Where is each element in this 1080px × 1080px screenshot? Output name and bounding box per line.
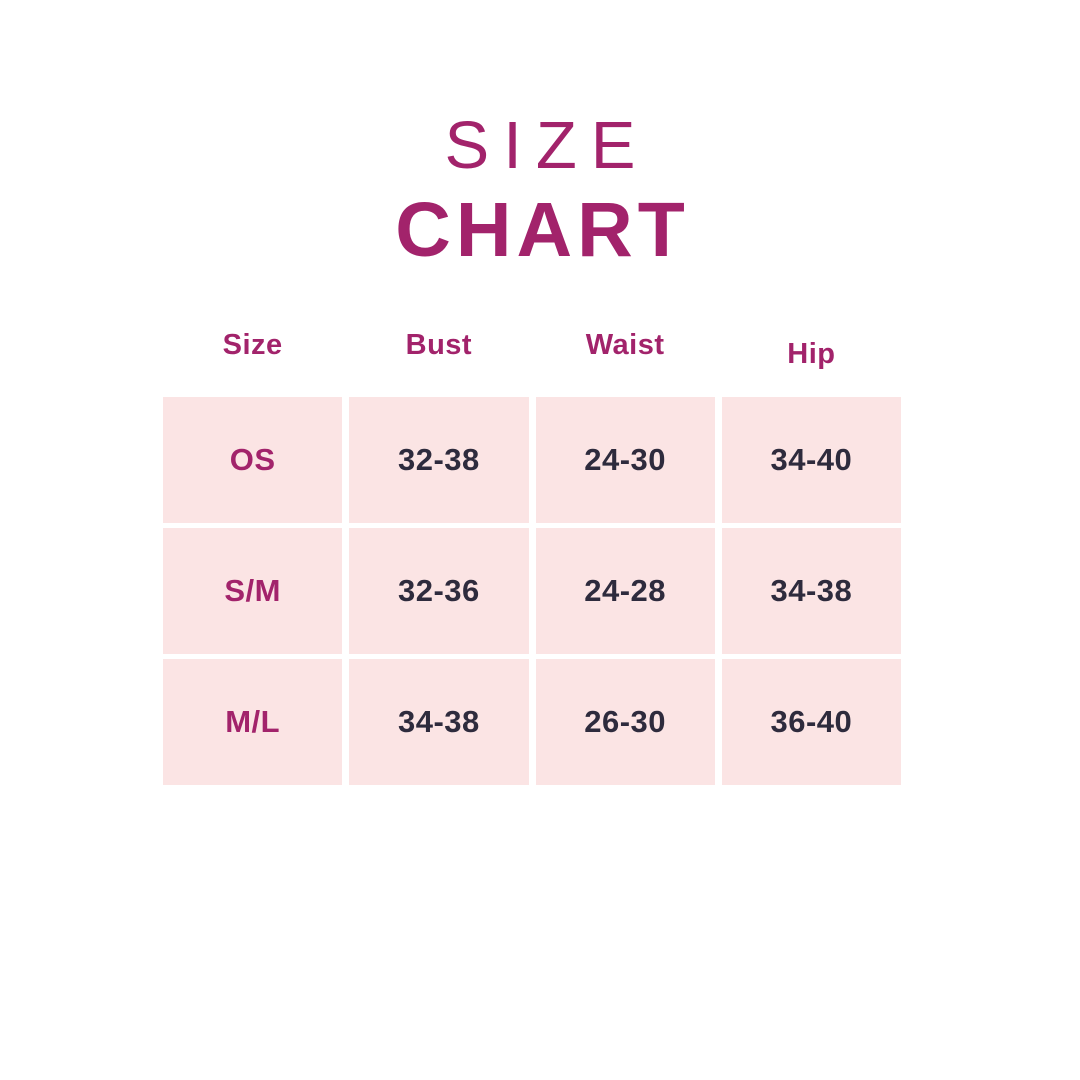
table-body: OS 32-38 24-30 34-40 S/M 32-36 24-28 34-… (163, 397, 901, 785)
cell-waist: 26-30 (535, 659, 715, 785)
column-header-waist: Waist (585, 328, 665, 361)
cell-bust: 32-38 (349, 397, 529, 523)
cell-hip: 34-38 (721, 528, 901, 654)
cell-hip: 36-40 (721, 659, 901, 785)
cell-waist: 24-28 (535, 528, 715, 654)
cell-size: OS (163, 397, 343, 523)
cell-hip: 34-40 (721, 397, 901, 523)
table-header-row: Size Bust Waist Hip (163, 323, 901, 370)
column-header-hip: Hip (787, 337, 836, 370)
size-table: Size Bust Waist Hip OS 32-38 24-30 34-40… (163, 323, 901, 785)
cell-waist: 24-30 (535, 397, 715, 523)
cell-bust: 34-38 (349, 659, 529, 785)
cell-size: S/M (163, 528, 343, 654)
page-title: SIZE CHART (0, 112, 1080, 269)
title-line-chart: CHART (395, 187, 690, 273)
cell-size: M/L (163, 659, 343, 785)
column-header-bust: Bust (405, 328, 473, 361)
cell-bust: 32-36 (349, 528, 529, 654)
column-header-size: Size (222, 328, 283, 361)
title-line-size: SIZE (444, 108, 650, 183)
